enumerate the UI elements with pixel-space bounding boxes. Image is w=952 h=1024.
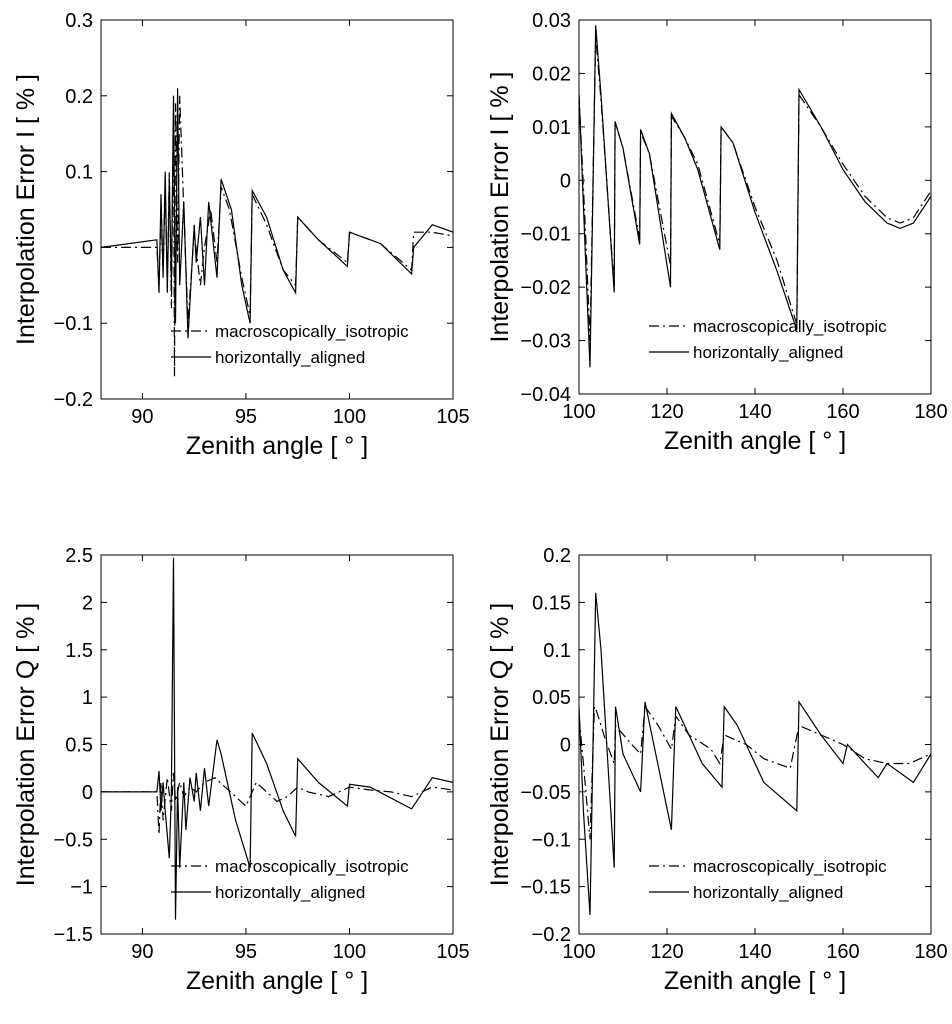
series-line-horizontally-aligned	[579, 592, 931, 916]
legend: macroscopically_isotropic horizontally_al…	[171, 322, 409, 367]
legend: macroscopically_isotropic horizontally_al…	[171, 857, 409, 902]
x-tick-label: 180	[914, 401, 947, 423]
plot-frame	[100, 19, 454, 400]
y-tick-label: 0.05	[532, 687, 571, 709]
y-tick-label: 0.2	[543, 545, 571, 567]
legend: macroscopically_isotropic horizontally_al…	[649, 317, 887, 362]
y-tick-label: 0.3	[65, 10, 93, 32]
legend-entry-macroscopically-isotropic: macroscopically_isotropic	[215, 857, 409, 876]
y-tick-label: 0.2	[65, 86, 93, 108]
x-tick-label: 140	[738, 401, 771, 423]
x-tick-label: 120	[650, 941, 683, 963]
y-tick-label: −0.02	[520, 277, 571, 299]
x-tick-label: 95	[235, 406, 257, 428]
series-line-macroscopically-isotropic	[101, 772, 453, 835]
y-tick-label: 2.5	[65, 545, 93, 567]
y-axis-label: Interpolation Error I [ % ]	[12, 74, 40, 345]
x-tick-label: 90	[131, 941, 153, 963]
series-line-horizontally-aligned	[101, 88, 453, 339]
y-tick-label: 0.01	[532, 117, 571, 139]
y-tick-label: 0.03	[532, 10, 571, 32]
x-tick-label: 100	[333, 406, 366, 428]
x-tick-label: 105	[436, 406, 469, 428]
y-tick-label: −0.03	[520, 331, 571, 353]
x-tick-label: 100	[562, 941, 595, 963]
x-tick-label: 105	[436, 941, 469, 963]
y-tick-label: 0.1	[543, 640, 571, 662]
legend-entry-horizontally-aligned: horizontally_aligned	[215, 883, 365, 902]
y-tick-label: −0.2	[532, 924, 571, 946]
x-tick-label: 100	[333, 941, 366, 963]
x-tick-label: 160	[826, 941, 859, 963]
y-tick-label: 0	[82, 782, 93, 804]
x-axis-label: Zenith angle [ ° ]	[186, 967, 368, 995]
x-tick-label: 100	[562, 401, 595, 423]
x-axis-label: Zenith angle [ ° ]	[186, 432, 368, 460]
chart-panel-2: 100 120 140 160 180 −0.04 −0.03 −0.02 −0.01 0 0.01…	[486, 10, 948, 455]
x-axis-label: Zenith angle [ ° ]	[664, 427, 846, 455]
y-tick-label: −0.2	[54, 389, 93, 411]
y-tick-label: 0.15	[532, 592, 571, 614]
legend-entry-horizontally-aligned: horizontally_aligned	[693, 343, 843, 362]
legend-entry-horizontally-aligned: horizontally_aligned	[693, 883, 843, 902]
y-tick-label: −0.05	[520, 782, 571, 804]
legend-entry-macroscopically-isotropic: macroscopically_isotropic	[693, 317, 887, 336]
legend-entry-horizontally-aligned: horizontally_aligned	[215, 348, 365, 367]
series-line-macroscopically-isotropic	[579, 35, 931, 341]
y-tick-label: 0.02	[532, 63, 571, 85]
chart-panel-1: 90 95 100 105 −0.2 −0.1 0 0.1 0.2 0.3 Zenith angle…	[12, 10, 470, 460]
y-tick-label: −1	[70, 877, 93, 899]
y-tick-label: −1.5	[54, 924, 93, 946]
y-tick-label: 0.1	[65, 162, 93, 184]
y-tick-label: −0.01	[520, 224, 571, 246]
x-tick-label: 90	[131, 406, 153, 428]
y-tick-label: 0.5	[65, 735, 93, 757]
series-line-macroscopically-isotropic	[579, 704, 931, 840]
legend-entry-macroscopically-isotropic: macroscopically_isotropic	[215, 322, 409, 341]
series-line-horizontally-aligned	[101, 557, 453, 920]
y-tick-label: 2	[82, 592, 93, 614]
y-tick-label: 0	[560, 735, 571, 757]
x-tick-label: 95	[235, 941, 257, 963]
y-tick-label: −0.5	[54, 829, 93, 851]
x-tick-label: 180	[914, 941, 947, 963]
y-axis-label: Interpolation Error Q [ % ]	[486, 603, 514, 886]
chart-panel-4: 100 120 140 160 180 −0.2 −0.15 −0.1 −0.05 0 0.05 0.…	[486, 545, 948, 995]
y-tick-label: 0	[82, 237, 93, 259]
plot-frame	[100, 554, 454, 935]
series-line-horizontally-aligned	[579, 25, 931, 368]
chart-panel-3: 90 95 100 105 −1.5 −1 −0.5 0 0.5 1 1.5 2 2.5 Zenith a…	[12, 545, 470, 995]
y-tick-label: −0.1	[54, 313, 93, 335]
y-tick-label: −0.1	[532, 829, 571, 851]
y-tick-label: −0.04	[520, 384, 571, 406]
x-tick-label: 140	[738, 941, 771, 963]
y-tick-label: 0	[560, 170, 571, 192]
x-tick-label: 160	[826, 401, 859, 423]
legend: macroscopically_isotropic horizontally_al…	[649, 857, 887, 902]
y-tick-label: −0.15	[520, 877, 571, 899]
y-tick-label: 1	[82, 687, 93, 709]
plot-frame	[578, 554, 932, 935]
legend-entry-macroscopically-isotropic: macroscopically_isotropic	[693, 857, 887, 876]
y-axis-label: Interpolation Error I [ % ]	[486, 72, 514, 343]
x-tick-label: 120	[650, 401, 683, 423]
y-axis-label: Interpolation Error Q [ % ]	[12, 603, 40, 886]
x-axis-label: Zenith angle [ ° ]	[664, 967, 846, 995]
y-tick-label: 1.5	[65, 640, 93, 662]
